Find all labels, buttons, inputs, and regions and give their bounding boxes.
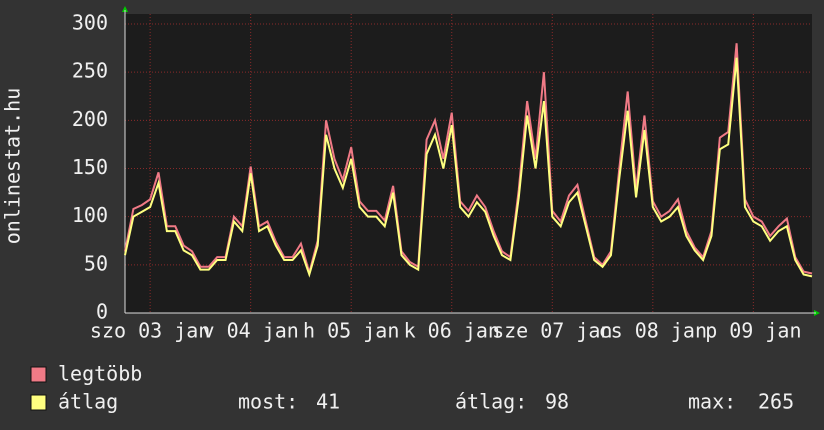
legend: legtöbb átlag most: 41 átlag: 98 max: 265: [30, 362, 794, 414]
plot-area: [125, 14, 812, 313]
stat-label: max:: [688, 390, 736, 414]
axis-arrow: [814, 310, 820, 316]
y-tick-label: 250: [72, 59, 108, 83]
legend-swatch: [30, 366, 47, 383]
y-tick-label: 300: [72, 11, 108, 35]
y-axis-label: onlinestat.hu: [1, 88, 25, 245]
x-tick-label: szo 03 jan: [90, 319, 210, 343]
line-series: [124, 57, 813, 278]
stat-value: 41: [316, 390, 340, 414]
y-tick-label: 100: [72, 203, 108, 227]
x-tick-label: sze 07 jan: [492, 319, 612, 343]
y-tick-label: 0: [96, 300, 108, 324]
x-tick-label: p 09 jan: [705, 319, 801, 343]
stat-value: 98: [545, 390, 569, 414]
y-tick-label: 150: [72, 155, 108, 179]
x-tick-label: k 06 jan: [404, 319, 500, 343]
stat-value: 265: [758, 390, 794, 414]
legend-label: legtöbb: [58, 362, 142, 386]
axis-arrow: [122, 6, 128, 12]
x-tick-label: h 05 jan: [303, 319, 399, 343]
x-tick-label: v 04 jan: [203, 319, 299, 343]
stat-label: most:: [238, 390, 298, 414]
stat-label: átlag:: [455, 390, 527, 414]
line-series: [124, 43, 813, 277]
y-tick-label: 50: [84, 251, 108, 275]
legend-swatch: [30, 394, 47, 411]
legend-label: átlag: [58, 390, 118, 414]
x-tick-label: cs 08 jan: [599, 319, 707, 343]
y-tick-label: 200: [72, 107, 108, 131]
